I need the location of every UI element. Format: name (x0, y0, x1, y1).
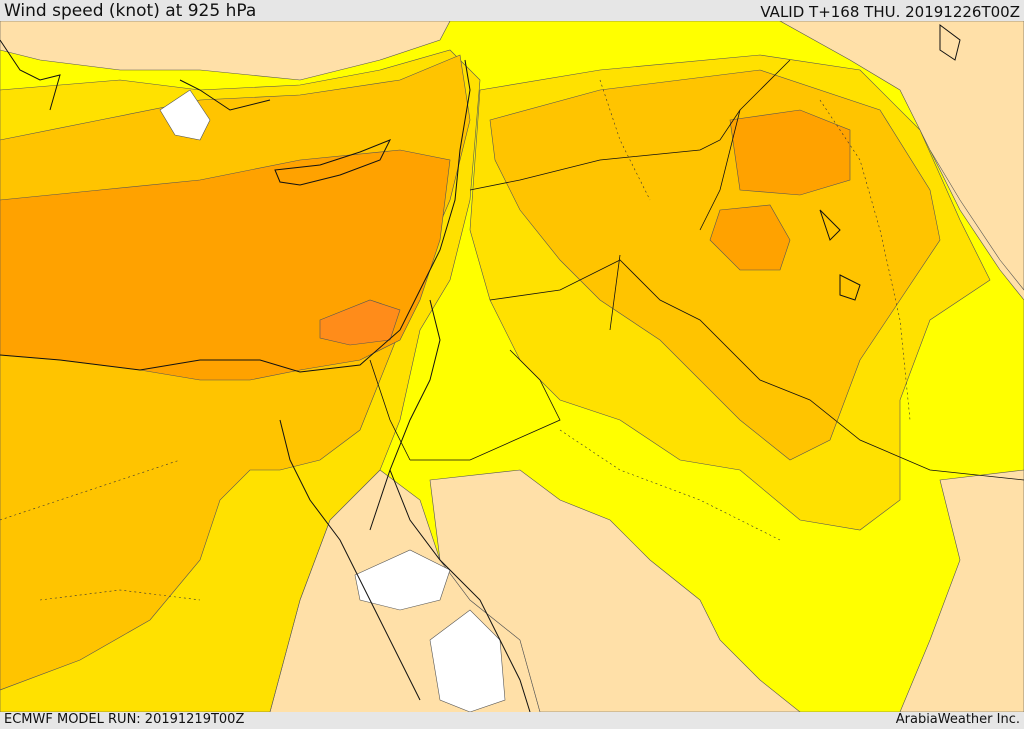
strong-wind-core-east (729, 109, 851, 196)
valid-time-label: VALID T+168 THU. 20191226T00Z (760, 3, 1020, 21)
light-wind-patch-se (429, 469, 801, 712)
very-strong-wind-cell (319, 299, 401, 346)
wind-speed-map[interactable] (0, 21, 1024, 712)
model-run-label: ECMWF MODEL RUN: 20191219T00Z (4, 712, 245, 727)
light-wind-patch-ne (779, 21, 1024, 291)
map-canvas (0, 21, 1024, 712)
country-borders (369, 59, 1024, 481)
light-wind-patch-east (899, 469, 1024, 712)
calm-patch-aegean (159, 89, 211, 141)
province-boundaries (0, 79, 911, 601)
calm-patch-red-sea-north (354, 549, 451, 611)
footer-bar: ECMWF MODEL RUN: 20191219T00Z ArabiaWeat… (0, 712, 1024, 729)
map-title: Wind speed (knot) at 925 hPa (4, 1, 257, 21)
coastlines (0, 24, 961, 712)
strong-wind-patch-east (709, 204, 791, 271)
calm-patch-red-sea-south (429, 609, 506, 712)
header-bar: Wind speed (knot) at 925 hPa VALID T+168… (0, 0, 1024, 21)
light-wind-patch-north (0, 21, 451, 81)
credit-label: ArabiaWeather Inc. (895, 712, 1020, 727)
